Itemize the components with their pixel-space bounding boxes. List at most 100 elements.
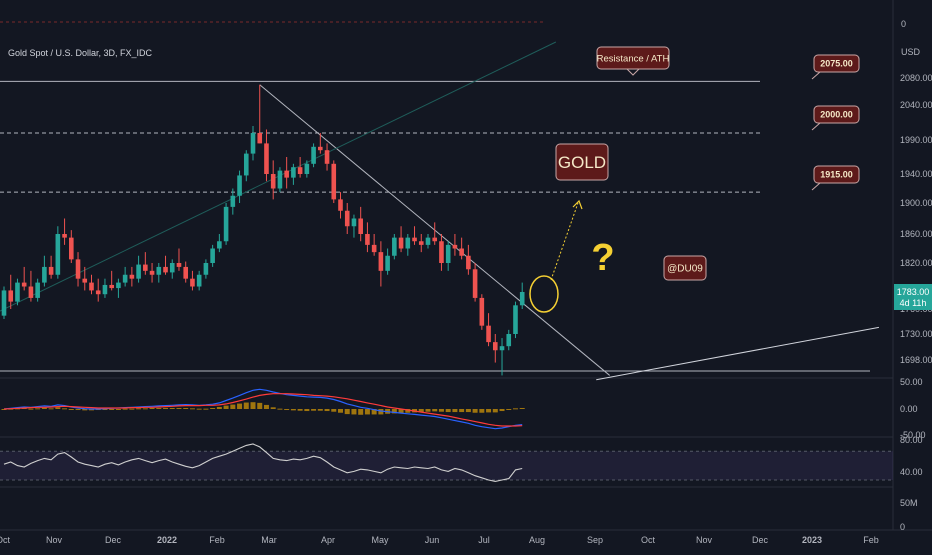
candle-body: [499, 346, 505, 351]
candle-body: [169, 263, 175, 273]
macd-histogram-bar: [237, 403, 243, 409]
time-tick-label: Oct: [641, 535, 656, 545]
candle-body: [82, 278, 88, 283]
candle-body: [149, 270, 155, 275]
time-axis[interactable]: Oct Nov Dec 2022 Feb Mar Apr May Jun Jul Aug Sep Oct…: [0, 535, 879, 545]
candle-body: [492, 342, 498, 351]
candle-body: [506, 334, 512, 347]
time-tick-label: Dec: [752, 535, 769, 545]
macd-histogram-bar: [512, 408, 518, 410]
time-tick-label: Sep: [587, 535, 603, 545]
projection-arrow-line: [550, 202, 579, 281]
macd-histogram-bar: [41, 407, 47, 409]
macd-histogram-bar: [230, 404, 236, 409]
macd-histogram-bar: [445, 409, 451, 413]
macd-histogram-bar: [351, 409, 357, 415]
macd-histogram-bar: [1, 409, 7, 410]
rsi-line: [3, 443, 523, 482]
currency-label: USD: [901, 47, 921, 57]
level-2000-callout-box: [813, 105, 860, 124]
candle-body: [284, 170, 289, 178]
macd-histogram-bar: [62, 408, 68, 410]
gold-callout-text: GOLD: [558, 153, 606, 172]
price-tick-label: 1698.00: [900, 355, 932, 365]
macd-histogram-bar: [304, 409, 310, 412]
question-mark: ?: [591, 237, 614, 279]
macd-histogram-bar: [196, 408, 202, 410]
candle-body: [69, 237, 74, 260]
top-axis-value: 0: [901, 19, 906, 29]
macd-histogram-bar: [68, 409, 74, 410]
macd-histogram-bar: [452, 409, 458, 413]
candle-body: [371, 244, 377, 253]
price-tick-label: 2040.00: [900, 100, 932, 110]
candle-body: [398, 237, 404, 249]
macd-histogram-bar: [156, 407, 162, 409]
gold-callout: GOLD: [555, 143, 609, 181]
candle-body: [21, 282, 27, 287]
candles: [1, 84, 525, 376]
annotations[interactable]: Resistance / ATH 2075.00 2000.00 1915.00 GOL…: [529, 46, 860, 313]
macd-histogram-bar: [163, 407, 169, 409]
volume-tick-label: 50M: [900, 498, 918, 508]
candle-body: [102, 284, 108, 295]
handle-callout-text: @DU09: [667, 264, 703, 275]
highlight-circle: [529, 275, 559, 313]
candle-body: [304, 163, 310, 174]
macd-histogram-bar: [432, 409, 438, 412]
level-2075-callout: 2075.00: [813, 54, 860, 73]
candle-body: [331, 163, 337, 200]
candle-body: [190, 278, 195, 287]
candle-body: [392, 237, 397, 256]
time-tick-label: Feb: [863, 535, 879, 545]
candle-body: [277, 170, 283, 189]
macd-histogram-bar: [371, 409, 377, 415]
macd-histogram-bar: [115, 409, 121, 410]
candle-body: [378, 252, 384, 271]
candle-body: [15, 282, 20, 302]
macd-pane: [1, 388, 525, 430]
level-2075-callout-text: 2075.00: [820, 59, 853, 69]
candle-body: [513, 305, 518, 334]
macd-histogram-bar: [263, 404, 269, 409]
candle-body: [89, 282, 94, 291]
candle-body: [217, 241, 222, 249]
macd-signal-line: [3, 393, 523, 427]
macd-histogram-bar: [277, 408, 283, 410]
macd-histogram-bar: [297, 409, 303, 411]
macd-histogram-bar: [55, 407, 61, 409]
level-1915-callout-text: 1915.00: [820, 170, 853, 180]
candle-body: [412, 237, 417, 242]
macd-histogram-bar: [88, 409, 94, 411]
macd-histogram-bar: [243, 402, 249, 409]
macd-histogram-bar: [216, 406, 222, 409]
candle-body: [486, 325, 491, 343]
level-1915-callout-box: [813, 165, 860, 184]
time-tick-label: Jul: [478, 535, 490, 545]
level-2075-callout-box: [813, 54, 860, 73]
macd-tick-label: 0.00: [900, 404, 918, 414]
macd-histogram-bar: [48, 408, 54, 410]
price-tick-label: 1860.00: [900, 229, 932, 239]
candle-body: [230, 195, 236, 207]
long-term-support-line: [596, 326, 879, 381]
macd-histogram-bar: [459, 409, 465, 413]
candle-body: [223, 206, 229, 242]
symbol-title: Gold Spot / U.S. Dollar, 3D, FX_IDC: [8, 48, 153, 58]
handle-callout-box: [663, 255, 707, 281]
candle-body: [338, 199, 343, 211]
macd-histogram-bar: [465, 409, 471, 413]
candle-body: [264, 143, 269, 174]
price-axis[interactable]: 0 USD 2080.00 2040.00 1990.00 1940.00 1900.00 1…: [894, 19, 932, 532]
macd-histogram-bar: [142, 408, 148, 410]
level-2000-callout: 2000.00: [813, 105, 860, 124]
macd-histogram-bar: [479, 409, 485, 413]
macd-histogram-bar: [102, 409, 108, 410]
time-tick-label: Apr: [321, 535, 335, 545]
candle-body: [210, 248, 215, 263]
macd-histogram-bar: [519, 407, 525, 409]
macd-histogram-bar: [75, 409, 81, 411]
time-tick-label: 2022: [157, 535, 177, 545]
